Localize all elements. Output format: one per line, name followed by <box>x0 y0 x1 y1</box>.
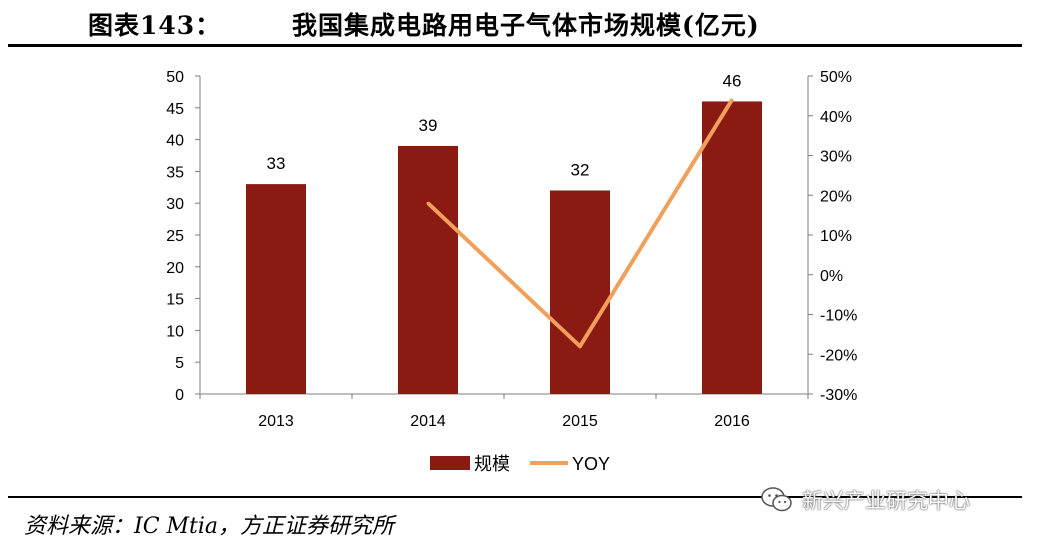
y-right-tick-label: -20% <box>820 347 857 364</box>
bar-data-label: 33 <box>267 154 286 173</box>
bar-2013 <box>246 184 306 394</box>
yoy-point-2014 <box>426 201 430 205</box>
bar-data-label: 32 <box>571 160 590 179</box>
wechat-icon <box>761 487 792 512</box>
y-right-tick-label: 20% <box>820 188 852 205</box>
bar-2016 <box>702 101 762 394</box>
y-right-tick-label: -30% <box>820 387 857 404</box>
y-left-tick-label: 30 <box>166 196 184 213</box>
x-tick-label: 2016 <box>714 413 750 430</box>
watermark: 新兴产业研究中心 <box>760 480 970 520</box>
y-left-tick-label: 0 <box>175 387 184 404</box>
y-left-tick-label: 50 <box>166 69 184 86</box>
y-right-tick-label: 0% <box>820 268 843 285</box>
bottom-rule <box>8 496 1022 498</box>
yoy-point-2016 <box>730 98 734 102</box>
chart: 0 5 10 15 20 25 30 35 40 45 50 -30% -20% -10% 0% 10% 20%… <box>166 69 857 474</box>
y-left-tick-label: 35 <box>166 164 184 181</box>
bar-data-label: 39 <box>419 116 438 135</box>
y-right-tick-label: 50% <box>820 69 852 86</box>
legend-swatch-bar <box>430 456 470 470</box>
bar-2015 <box>550 190 610 394</box>
figure-title: 我国集成电路用电子气体市场规模(亿元) <box>292 11 760 40</box>
bar-data-label: 46 <box>723 71 742 90</box>
y-left-tick-label: 5 <box>175 355 184 372</box>
y-left-tick-label: 10 <box>166 323 184 340</box>
y-right-tick-label: 10% <box>820 228 852 245</box>
legend-label-line: YOY <box>572 454 610 474</box>
y-left-tick-label: 25 <box>166 228 184 245</box>
figure-header: 图表143： 我国集成电路用电子气体市场规模(亿元) <box>0 0 1040 44</box>
bar-2014 <box>398 145 458 394</box>
x-tick-label: 2015 <box>562 413 598 430</box>
top-rule <box>8 44 1022 47</box>
y-left-tick-label: 15 <box>166 292 184 309</box>
source-note: 资料来源：IC Mtia，方正证券研究所 <box>24 514 395 539</box>
x-tick-label: 2014 <box>410 413 446 430</box>
legend-label-bar: 规模 <box>474 454 510 474</box>
yoy-point-2015 <box>578 344 582 348</box>
y-left-tick-label: 45 <box>166 101 184 118</box>
y-right-tick-label: 40% <box>820 109 852 126</box>
y-right-tick-label: 30% <box>820 149 852 166</box>
figure-label: 图表143： <box>88 11 222 40</box>
watermark-text: 新兴产业研究中心 <box>802 489 970 513</box>
y-left-tick-label: 40 <box>166 133 184 150</box>
y-right-tick-label: -10% <box>820 308 857 325</box>
x-tick-label: 2013 <box>258 413 294 430</box>
y-left-tick-label: 20 <box>166 260 184 277</box>
